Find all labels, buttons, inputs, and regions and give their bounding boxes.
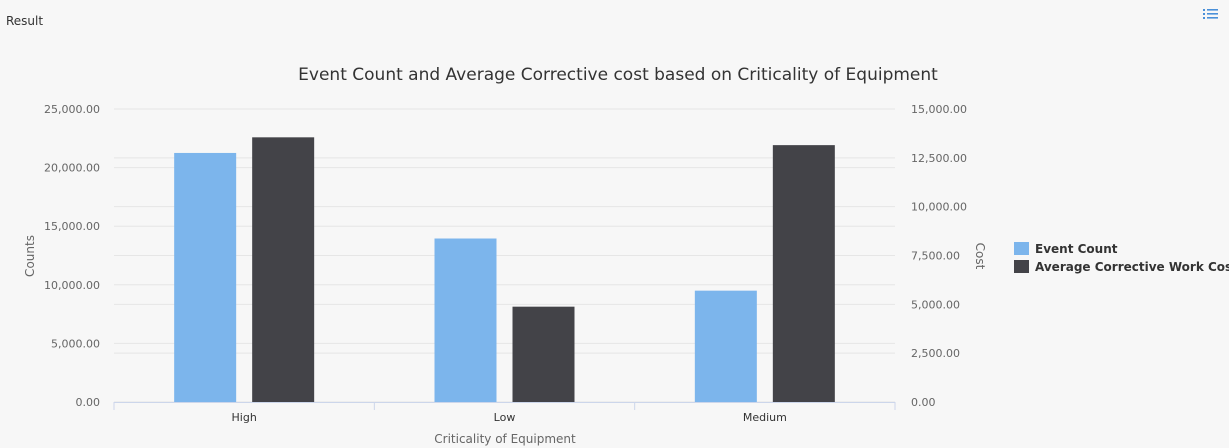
bar-event-count (434, 238, 497, 402)
y2-tick-label: 7,500.00 (911, 250, 960, 263)
legend-item-event-count[interactable]: Event Count (1014, 242, 1118, 256)
x-axis-title: Criticality of Equipment (434, 432, 576, 446)
legend-swatch-event-count (1014, 242, 1029, 255)
legend-swatch-average-corrective-work-cost (1014, 260, 1029, 273)
bar-average-corrective-work-cost (512, 306, 575, 402)
legend-label-average-corrective-work-cost: Average Corrective Work Cost (1035, 260, 1229, 274)
list-menu-icon[interactable] (1203, 7, 1219, 21)
bar-average-corrective-work-cost (252, 137, 315, 402)
y2-tick-label: 2,500.00 (911, 347, 960, 360)
y2-tick-label: 5,000.00 (911, 298, 960, 311)
y-tick-label: 0.00 (76, 396, 101, 409)
y-tick-label: 10,000.00 (44, 279, 100, 292)
y2-tick-label: 0.00 (911, 396, 936, 409)
chart-title: Event Count and Average Corrective cost … (298, 65, 938, 85)
y2-tick-label: 10,000.00 (911, 201, 967, 214)
y-tick-label: 15,000.00 (44, 220, 100, 233)
y2-axis-title: Cost (973, 243, 987, 270)
bars (174, 137, 835, 403)
x-tick-label: High (232, 411, 257, 424)
y-axis-title: Counts (23, 235, 37, 277)
legend-item-average-corrective-work-cost[interactable]: Average Corrective Work Cost (1014, 260, 1229, 274)
legend-label-event-count: Event Count (1035, 242, 1118, 256)
bar-average-corrective-work-cost (772, 145, 835, 403)
y-tick-label: 5,000.00 (51, 337, 100, 350)
x-tick-label: Medium (743, 411, 787, 424)
y2-tick-label: 12,500.00 (911, 152, 967, 165)
panel-title: Result (6, 14, 44, 28)
x-tick-label: Low (494, 411, 516, 424)
bar-event-count (174, 152, 237, 402)
y-tick-label: 25,000.00 (44, 103, 100, 116)
legend: Event Count Average Corrective Work Cost (1014, 242, 1229, 274)
y-tick-label: 20,000.00 (44, 162, 100, 175)
axes: 0.00 5,000.00 10,000.00 15,000.00 20,000.00 2… (44, 103, 967, 424)
bar-event-count (694, 290, 757, 402)
y2-tick-label: 15,000.00 (911, 103, 967, 116)
